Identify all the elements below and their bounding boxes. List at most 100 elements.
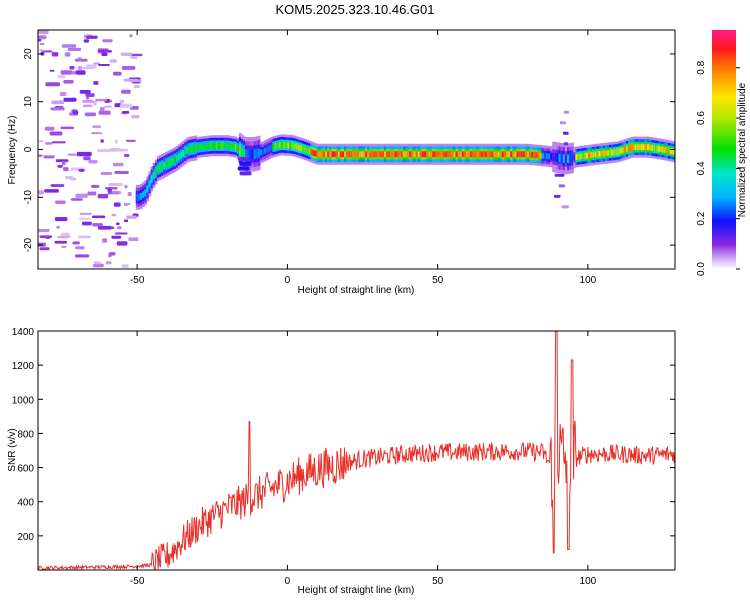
- noise-blob: [45, 82, 60, 87]
- spectrogram-cell: [293, 143, 297, 150]
- noise-blob: [91, 132, 103, 135]
- spectrogram-cell: [667, 147, 671, 154]
- spectrogram-cell: [577, 153, 581, 160]
- spectrogram-cell: [259, 149, 263, 156]
- noise-blob: [116, 148, 129, 152]
- spectrogram-cell: [539, 152, 543, 159]
- spectrogram-cell: [278, 142, 282, 148]
- spectrogram-cell: [224, 142, 227, 149]
- noise-blob: [51, 100, 65, 105]
- spectrogram-cell: [657, 145, 661, 152]
- snr-y-axis-label: SNR (v/v): [7, 428, 18, 471]
- noise-blob: [101, 52, 108, 57]
- spectrogram-cell: [573, 154, 576, 161]
- noise-blob: [55, 200, 66, 204]
- colorbar-tick-label: 0.6: [696, 111, 707, 125]
- spectrogram-cell: [411, 151, 415, 158]
- spectrogram-cell: [163, 161, 166, 169]
- spectrogram-cell: [642, 144, 646, 151]
- spectrogram-cell: [638, 144, 642, 151]
- spectrogram-cell: [367, 151, 370, 158]
- spectrogram-cell: [590, 152, 593, 158]
- noise-blob: [88, 159, 98, 164]
- spectrogram-cell: [423, 151, 427, 158]
- noise-blob: [38, 154, 43, 157]
- spectrogram-cell: [455, 151, 459, 158]
- spectrogram-cell: [140, 192, 143, 200]
- spectrogram-y-axis-label: Frequency (Hz): [7, 116, 18, 185]
- spectrogram-cell: [653, 145, 656, 152]
- snr-y-tick-label: 200: [17, 532, 34, 543]
- noise-blob: [38, 190, 44, 195]
- spectrogram-x-tick-label: 0: [285, 275, 291, 286]
- spectrogram-cell: [175, 154, 179, 162]
- noise-blob: [75, 193, 88, 198]
- noise-blob: [111, 214, 117, 217]
- noise-blob: [557, 163, 563, 167]
- spectrogram-cell: [335, 151, 339, 158]
- spectrogram-cell: [209, 142, 213, 149]
- noise-blob: [77, 57, 82, 62]
- spectrogram-cell: [268, 145, 272, 152]
- spectrogram-cell: [238, 145, 242, 156]
- noise-blob: [79, 212, 92, 215]
- snr-y-tick-label: 1400: [12, 327, 35, 338]
- spectrogram-cell: [417, 151, 421, 158]
- spectrogram-cell: [165, 160, 168, 168]
- noise-blob: [82, 104, 93, 108]
- spectrogram-y-tick-label: 10: [23, 96, 34, 108]
- spectrogram-cell: [274, 143, 278, 150]
- noise-blob: [75, 254, 90, 258]
- spectrogram-cell: [409, 151, 412, 158]
- spectrogram-cell: [383, 151, 387, 158]
- noise-blob: [81, 221, 92, 226]
- noise-blob: [75, 246, 85, 250]
- noise-blob: [102, 39, 113, 43]
- spectrogram-cell: [472, 151, 476, 158]
- spectrogram-cell: [459, 151, 463, 158]
- spectrogram-x-axis-label: Height of straight line (km): [298, 285, 415, 296]
- spectrogram-cell: [419, 151, 423, 158]
- spectrogram-cell: [306, 147, 309, 154]
- spectrogram-cell: [167, 159, 171, 167]
- spectrogram-cell: [320, 151, 324, 158]
- noise-blob: [105, 261, 112, 265]
- snr-panel: -50 0 50 100 200 400 600 800 1000 1200 1400 Height…: [7, 327, 676, 596]
- noise-blob: [563, 142, 569, 146]
- spectrogram-cell: [358, 151, 362, 158]
- spectrogram-cell: [625, 145, 629, 152]
- noise-blob: [85, 96, 90, 100]
- noise-blob: [123, 219, 129, 223]
- spectrogram-cell: [375, 151, 379, 158]
- noise-blob: [83, 39, 90, 43]
- noise-blob: [60, 126, 75, 130]
- spectrogram-cell: [312, 149, 316, 156]
- spectrogram-cell: [243, 148, 246, 159]
- spectrogram-cell: [604, 150, 608, 157]
- spectrogram-cell: [257, 148, 261, 158]
- noise-blob: [49, 69, 55, 72]
- snr-y-tick-label: 600: [17, 464, 34, 475]
- noise-blob: [126, 202, 131, 206]
- noise-blob: [61, 44, 77, 48]
- noise-blob: [92, 101, 97, 106]
- spectrogram-cell: [449, 151, 452, 158]
- spectrogram-cell: [529, 151, 532, 158]
- spectrogram-cell: [232, 143, 236, 150]
- spectrogram-cell: [548, 153, 551, 160]
- spectrogram-cell: [569, 154, 572, 163]
- noise-blob: [87, 191, 97, 196]
- noise-blob: [239, 171, 252, 176]
- spectrogram-cell: [489, 151, 492, 158]
- noise-blob: [121, 89, 131, 94]
- spectrogram-cell: [148, 180, 152, 188]
- spectrogram-cell: [234, 144, 238, 151]
- noise-blob: [103, 105, 112, 108]
- noise-blob: [562, 131, 569, 135]
- spectrogram-cell: [426, 151, 429, 158]
- spectrogram-cell: [142, 191, 145, 199]
- spectrogram-cell: [360, 151, 364, 158]
- spectrogram-cell: [440, 151, 444, 158]
- spectrogram-cell: [644, 144, 648, 151]
- noise-blob: [114, 171, 129, 175]
